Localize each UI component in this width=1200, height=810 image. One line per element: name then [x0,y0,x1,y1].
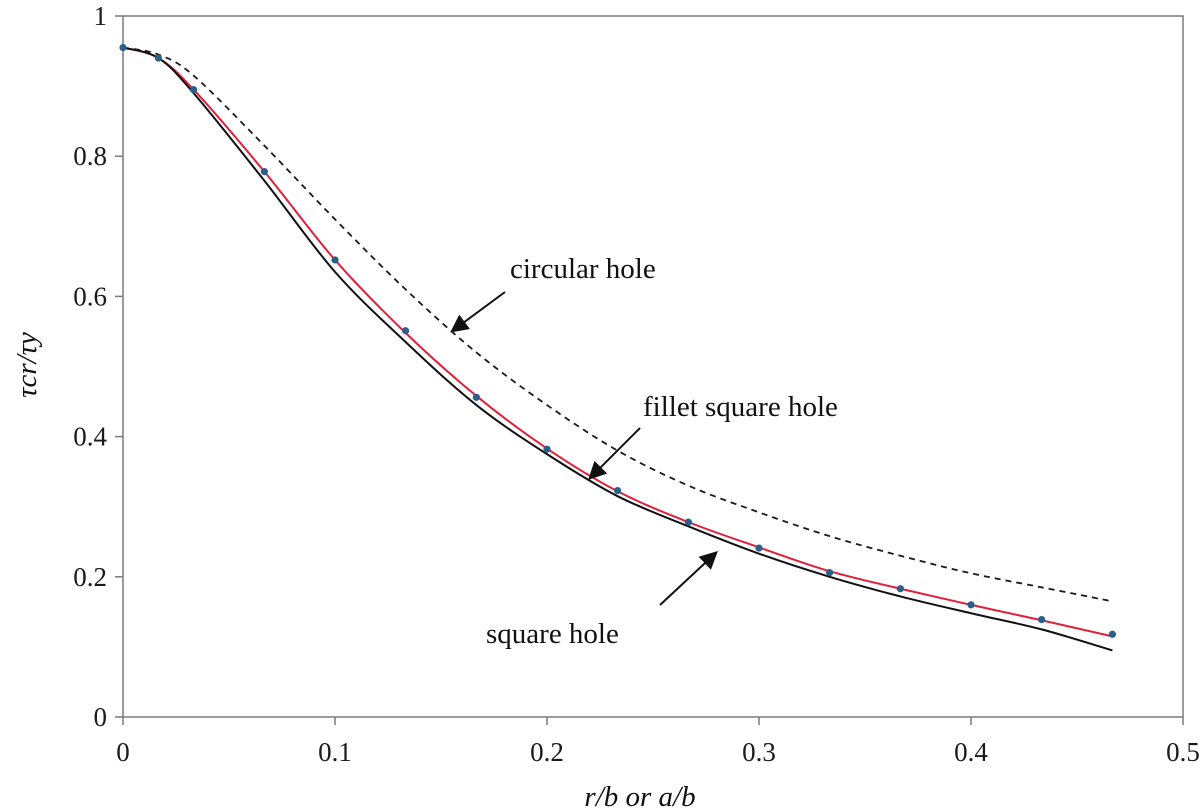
x-tick-label: 0 [116,737,130,767]
data-point-marker [401,327,410,335]
data-point-marker [613,486,622,495]
annotation-arrow [450,291,506,333]
data-point-marker [260,168,269,176]
annotation-fillet-square-hole: fillet square hole [643,391,838,423]
data-point-marker [1108,630,1117,638]
series-line-square-hole [122,46,1113,652]
data-point-marker [825,568,834,577]
y-tick-label: 0 [94,702,108,732]
x-axis-title: r/b or a/b [584,781,695,810]
y-axis-title: τcr/τy [11,332,43,398]
y-tick-label: 0.8 [73,141,107,171]
y-tick-label: 0.6 [73,281,107,311]
series-line-circular-hole [122,46,1113,603]
data-point-marker [896,585,905,593]
x-tick-label: 0.3 [742,737,776,767]
series-group [119,43,1117,652]
data-point-marker [755,544,763,552]
x-tick-label: 0.4 [954,737,988,767]
annotation-circular-hole: circular hole [510,253,656,285]
annotation-square-hole: square hole [486,618,619,650]
x-tick-label: 0.5 [1166,737,1200,767]
data-point-marker [331,256,339,264]
x-tick-label: 0.2 [530,737,564,767]
data-point-marker [119,43,127,52]
annotation-arrow [588,427,641,480]
series-line-fillet-square-hole [122,46,1113,638]
data-point-marker [543,445,551,453]
axes: 0 0.2 0.4 0.6 0.8 1 0 0.1 0.2 0.3 0.4 0.5 [73,1,1200,767]
data-point-marker [472,393,481,401]
data-point-marker [1037,615,1046,624]
annotation-arrow [659,551,718,606]
y-tick-label: 0.2 [73,562,107,592]
y-tick-label: 0.4 [73,422,107,452]
data-point-marker [684,518,693,526]
y-tick-label: 1 [94,1,108,31]
data-point-marker [189,86,198,94]
y-axis-title-group: τcr/τy [11,332,43,398]
x-tick-label: 0.1 [318,737,352,767]
plot-frame [122,15,1184,718]
data-point-marker [967,601,975,609]
annotations: circular hole fillet square hole square ho… [450,253,838,650]
data-point-marker [154,54,163,62]
